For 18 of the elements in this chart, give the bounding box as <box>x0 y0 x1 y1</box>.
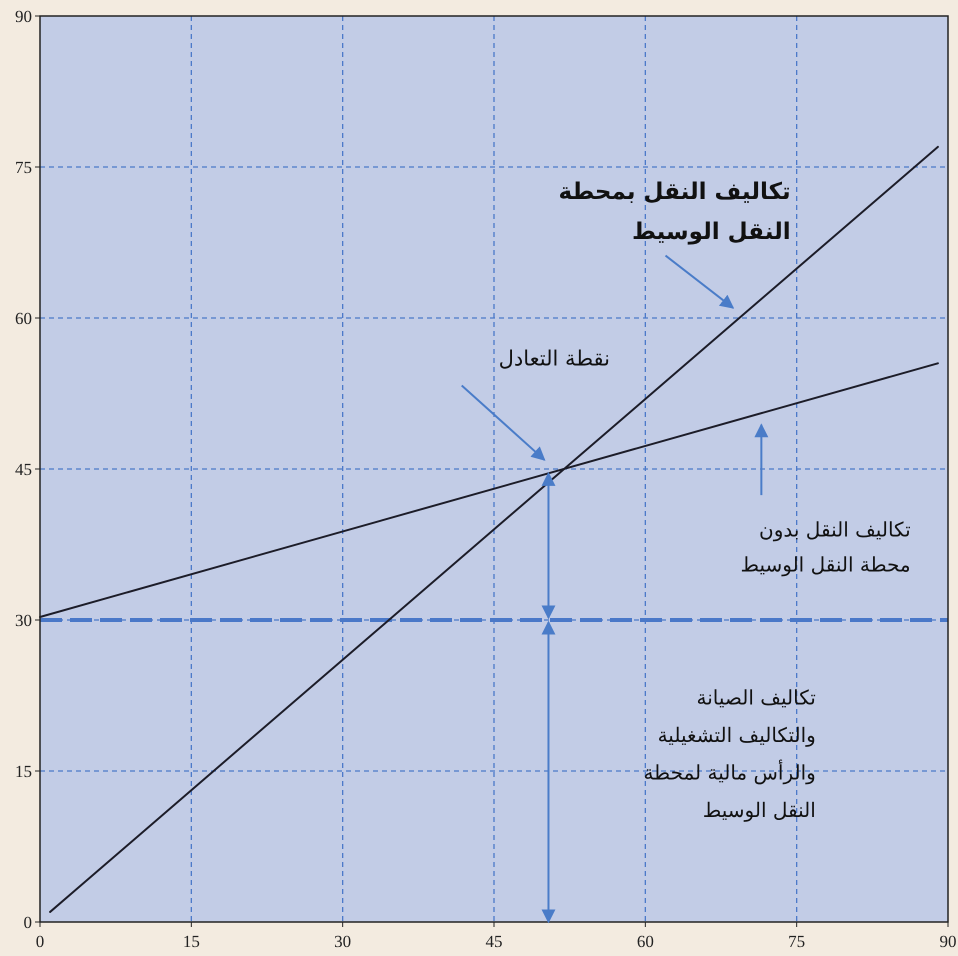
y-tick-label: 45 <box>15 460 32 479</box>
annotation: تكاليف النقل بدون محطة النقل الوسيط <box>740 517 911 576</box>
y-tick-label: 30 <box>15 611 32 630</box>
x-tick-label: 15 <box>182 932 200 951</box>
x-tick-label: 45 <box>486 932 502 951</box>
x-tick-label: 30 <box>334 932 352 951</box>
x-tick-label: 0 <box>36 932 44 951</box>
x-tick-label: 90 <box>940 932 956 951</box>
annotation: تكاليف النقل بمحطة النقل الوسيط <box>558 179 791 246</box>
y-tick-label: 90 <box>15 7 32 26</box>
x-tick-label: 75 <box>788 932 806 951</box>
y-tick-label: 0 <box>24 913 32 932</box>
y-tick-label: 15 <box>15 762 32 781</box>
annotation: نقطة التعادل <box>498 346 610 370</box>
x-tick-label: 60 <box>636 932 654 951</box>
y-tick-label: 60 <box>15 309 32 328</box>
y-tick-label: 75 <box>15 158 32 177</box>
annotation: تكاليف الصيانة والتكاليف التشغيلية والرأس مالية لمحطة النقل الوسيط <box>643 686 816 822</box>
